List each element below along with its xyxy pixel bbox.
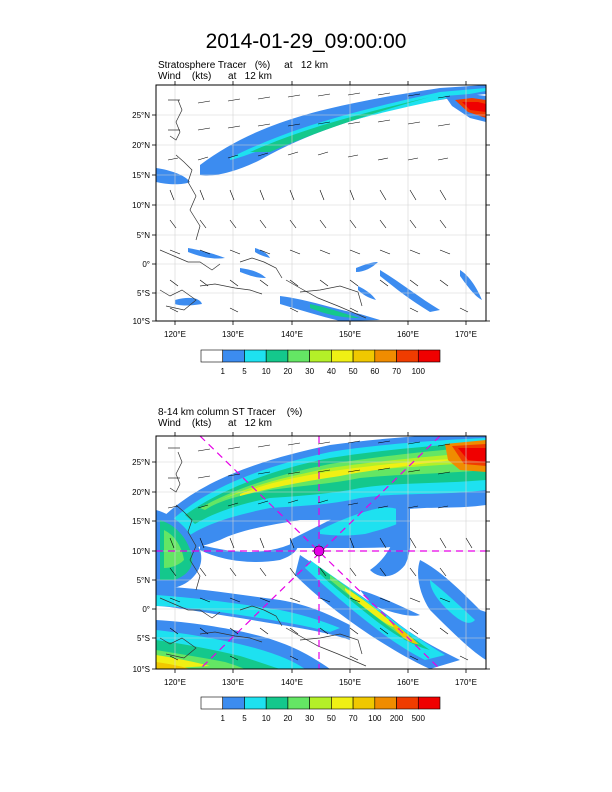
colorbar-swatch (331, 349, 354, 363)
colorbar-label: 100 (368, 714, 382, 723)
lon-label: 120°E (164, 330, 186, 339)
colorbar-label: 10 (262, 367, 271, 376)
lat-label: 5°N (137, 231, 151, 240)
lon-label: 140°E (281, 678, 303, 687)
lon-label: 160°E (397, 678, 419, 687)
lon-label: 170°E (455, 678, 477, 687)
colorbar-swatch (396, 349, 419, 363)
colorbar-swatch (200, 696, 224, 710)
lat-label: 20°N (132, 488, 150, 497)
lon-label: 160°E (397, 330, 419, 339)
colorbar-label: 50 (327, 714, 336, 723)
panel2-wind-barbs (167, 440, 473, 661)
panel2-center-marker (313, 545, 325, 557)
colorbar-label: 5 (242, 714, 247, 723)
panel2-coastline (159, 451, 367, 667)
colorbar-swatch (287, 349, 310, 363)
lon-label: 130°E (222, 678, 244, 687)
panel2-frame (155, 435, 487, 670)
colorbar-label: 60 (370, 367, 379, 376)
lat-label: 10°N (132, 547, 150, 556)
colorbar-swatch (222, 349, 245, 363)
colorbar-swatch (331, 696, 354, 710)
colorbar-label: 70 (349, 714, 358, 723)
colorbar-swatch (417, 349, 441, 363)
colorbar-swatch (222, 696, 245, 710)
lat-label: 0° (142, 260, 150, 269)
lon-label: 120°E (164, 678, 186, 687)
lat-label: 25°N (132, 111, 150, 120)
lat-label: 5°S (137, 289, 150, 298)
colorbar-label: 5 (242, 367, 247, 376)
panel1-wind-barbs (167, 92, 469, 313)
lat-label: 10°S (133, 317, 150, 326)
lat-label: 10°N (132, 201, 150, 210)
lon-label: 170°E (455, 330, 477, 339)
colorbar-swatch (352, 696, 376, 710)
page-title: 2014-01-29_09:00:00 (205, 30, 407, 53)
colorbar-swatch (309, 349, 332, 363)
colorbar-label: 70 (392, 367, 401, 376)
colorbar-label: 1 (221, 367, 226, 376)
colorbar-label: 1 (221, 714, 226, 723)
lat-label: 15°N (132, 171, 150, 180)
lat-label: 0° (142, 605, 150, 614)
panel1-subtitle-2: Wind (kts) at 12 km (158, 71, 272, 82)
panel1-subtitle-1: Stratosphere Tracer (%) at 12 km (158, 60, 329, 71)
colorbar-label: 50 (349, 367, 358, 376)
lat-label: 20°N (132, 141, 150, 150)
colorbar-swatch (200, 349, 224, 363)
colorbar-label: 20 (283, 367, 292, 376)
lon-label: 130°E (222, 330, 244, 339)
lat-label: 25°N (132, 458, 150, 467)
colorbar-label: 30 (305, 714, 314, 723)
colorbar-label: 100 (412, 367, 426, 376)
colorbar-swatch (244, 696, 267, 710)
colorbar-label: 30 (305, 367, 314, 376)
colorbar-swatch (287, 696, 310, 710)
lat-label: 10°S (133, 665, 150, 674)
colorbar-swatch (374, 349, 397, 363)
colorbar-swatch (374, 696, 397, 710)
lon-label: 150°E (339, 330, 361, 339)
colorbar-label: 10 (262, 714, 271, 723)
panel1-frame (155, 84, 487, 322)
panel2-subtitle-1: 8-14 km column ST Tracer (%) (158, 407, 303, 418)
lat-label: 15°N (132, 517, 150, 526)
colorbar-swatch (417, 696, 441, 710)
colorbar-swatch (265, 696, 289, 710)
colorbar-swatch (309, 696, 332, 710)
panel1-coastline (159, 99, 367, 319)
panel2-subtitle-2: Wind (kts) at 12 km (158, 418, 272, 429)
panel2-tracer-field (156, 436, 486, 669)
lon-label: 140°E (281, 330, 303, 339)
colorbar-swatch (244, 349, 267, 363)
colorbar-label: 500 (412, 714, 426, 723)
lat-label: 5°N (137, 576, 151, 585)
lon-label: 150°E (339, 678, 361, 687)
panel2-cross-section-lines (156, 436, 486, 669)
colorbar-label: 200 (390, 714, 404, 723)
colorbar-label: 40 (327, 367, 336, 376)
colorbar-label: 20 (283, 714, 292, 723)
panel2-gridlines (156, 436, 486, 669)
colorbar-swatch (265, 349, 289, 363)
colorbar-swatch (396, 696, 419, 710)
lat-label: 5°S (137, 634, 150, 643)
colorbar-swatch (352, 349, 376, 363)
panel1-gridlines (156, 85, 486, 321)
